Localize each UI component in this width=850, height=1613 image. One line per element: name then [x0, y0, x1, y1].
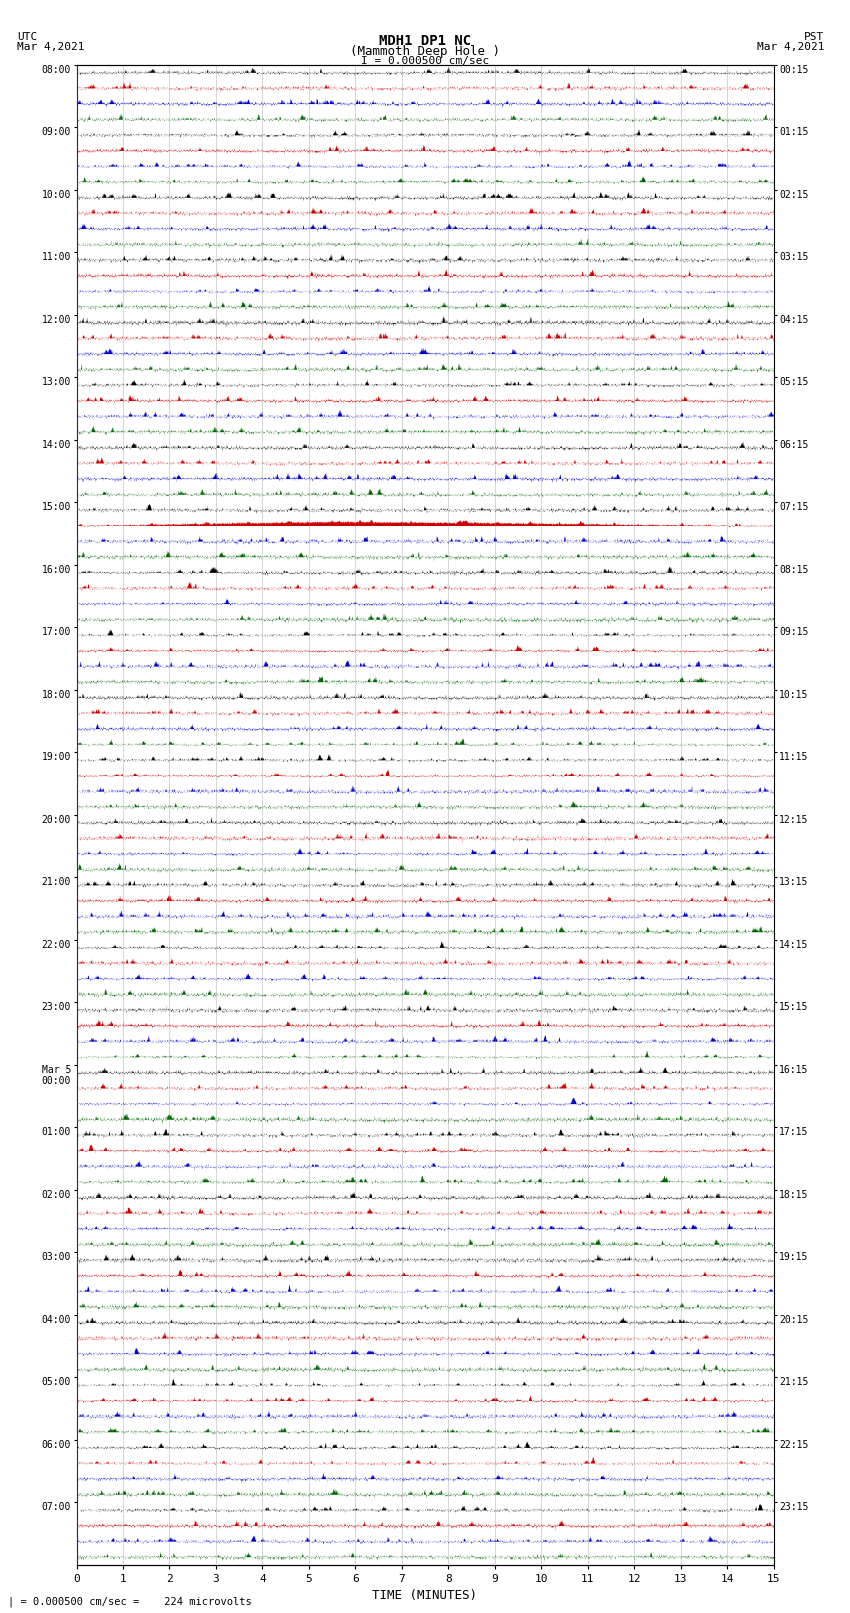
Text: I = 0.000500 cm/sec: I = 0.000500 cm/sec	[361, 56, 489, 66]
Text: PST: PST	[804, 32, 824, 42]
X-axis label: TIME (MINUTES): TIME (MINUTES)	[372, 1589, 478, 1602]
Text: UTC: UTC	[17, 32, 37, 42]
Text: Mar 4,2021: Mar 4,2021	[757, 42, 824, 52]
Text: (Mammoth Deep Hole ): (Mammoth Deep Hole )	[350, 45, 500, 58]
Text: | = 0.000500 cm/sec =    224 microvolts: | = 0.000500 cm/sec = 224 microvolts	[8, 1595, 252, 1607]
Text: Mar 4,2021: Mar 4,2021	[17, 42, 84, 52]
Text: MDH1 DP1 NC: MDH1 DP1 NC	[379, 34, 471, 48]
